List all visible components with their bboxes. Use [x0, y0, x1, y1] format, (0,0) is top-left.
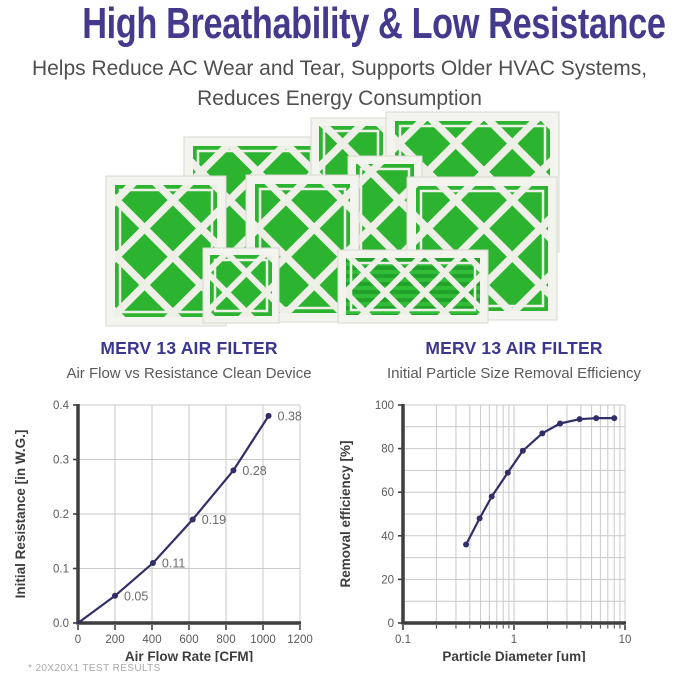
svg-text:Removal efficiency [%]: Removal efficiency [%] — [338, 440, 353, 587]
test-results-footnote: * 20X20X1 TEST RESULTS — [28, 663, 161, 674]
airflow-chart-header: MERV 13 AIR FILTER Air Flow vs Resistanc… — [10, 338, 344, 382]
svg-text:40: 40 — [381, 531, 394, 543]
svg-text:0.4: 0.4 — [53, 400, 70, 412]
svg-text:10: 10 — [619, 634, 632, 646]
svg-text:600: 600 — [179, 634, 198, 646]
svg-text:800: 800 — [216, 634, 235, 646]
svg-text:0.1: 0.1 — [395, 634, 411, 646]
header: High Breathability & Low Resistance Help… — [0, 0, 679, 114]
svg-text:0.11: 0.11 — [162, 557, 185, 571]
svg-text:200: 200 — [105, 634, 124, 646]
efficiency-chart-subtitle: Initial Particle Size Removal Efficiency — [387, 365, 641, 382]
air-filters-image — [105, 111, 560, 327]
page-title: High Breathability & Low Resistance — [82, 0, 666, 48]
svg-text:0.0: 0.0 — [53, 618, 69, 630]
airflow-chart-title: MERV 13 AIR FILTER — [100, 338, 278, 358]
svg-text:1200: 1200 — [287, 634, 313, 646]
airflow-chart-block: MERV 13 AIR FILTER Air Flow vs Resistanc… — [10, 334, 344, 662]
subtitle-line-1: Helps Reduce AC Wear and Tear, Supports … — [31, 56, 648, 80]
efficiency-chart-header: MERV 13 AIR FILTER Initial Particle Size… — [335, 338, 669, 382]
svg-text:1000: 1000 — [250, 634, 276, 646]
airflow-resistance-chart: 0 200 400 600 800 1000 1200 0.0 0.1 0.2 0.3 0.4 0.05… — [13, 400, 313, 662]
svg-text:20: 20 — [381, 574, 394, 586]
svg-text:Air Flow Rate [CFM]: Air Flow Rate [CFM] — [125, 649, 253, 662]
svg-text:0.28: 0.28 — [242, 464, 266, 478]
svg-text:60: 60 — [381, 487, 394, 499]
svg-text:0.3: 0.3 — [53, 455, 69, 467]
svg-text:0: 0 — [75, 634, 81, 646]
subtitle-line-2: Reduces Energy Consumption — [197, 86, 482, 110]
svg-text:0: 0 — [388, 618, 394, 630]
svg-text:0.2: 0.2 — [53, 509, 69, 521]
page-subtitle: Helps Reduce AC Wear and Tear, Supports … — [0, 54, 679, 114]
svg-text:Initial Resistance [in W.G.]: Initial Resistance [in W.G.] — [13, 430, 28, 599]
svg-text:Particle Diameter [um]: Particle Diameter [um] — [442, 649, 585, 662]
svg-text:100: 100 — [375, 400, 394, 412]
efficiency-chart-title: MERV 13 AIR FILTER — [425, 338, 603, 358]
svg-text:0.05: 0.05 — [124, 589, 148, 603]
svg-text:400: 400 — [142, 634, 161, 646]
svg-text:0.38: 0.38 — [278, 409, 302, 423]
svg-text:1: 1 — [511, 634, 517, 646]
svg-text:0.19: 0.19 — [202, 513, 226, 527]
efficiency-chart-block: MERV 13 AIR FILTER Initial Particle Size… — [335, 334, 669, 662]
svg-text:0.1: 0.1 — [53, 564, 69, 576]
svg-text:80: 80 — [381, 444, 394, 456]
airflow-chart-subtitle: Air Flow vs Resistance Clean Device — [66, 365, 312, 382]
